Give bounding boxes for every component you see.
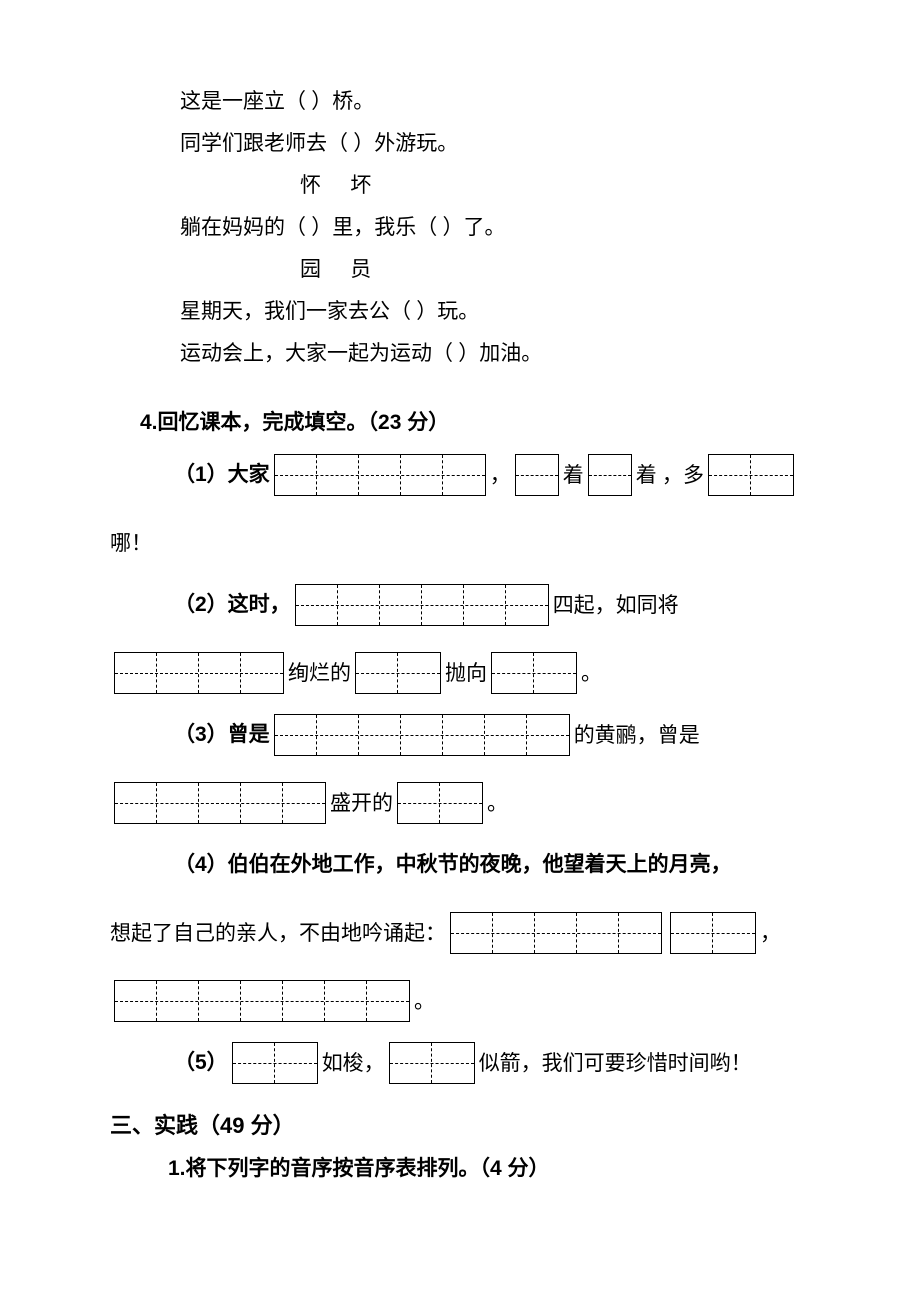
answer-box[interactable] xyxy=(670,912,756,954)
q4-3-b: 的黄鹂，曾 xyxy=(574,714,679,756)
q4-3-c: 是 xyxy=(679,714,700,756)
fill-line-3: 躺在妈妈的（ ）里，我乐（ ）了。 xyxy=(110,206,810,248)
char-pair-1: 怀 坏 xyxy=(110,164,810,206)
q4-1-d: 着 ， xyxy=(636,454,683,496)
q4-2-c: 绚烂的 xyxy=(288,652,351,694)
q4-1-c: 着 xyxy=(563,454,584,496)
q4-4-a: （4）伯伯在外地工作，中秋节的夜晚，他望着天上的月亮， xyxy=(110,844,732,886)
q4-5-d: 惜时间哟！ xyxy=(647,1042,752,1084)
answer-box[interactable] xyxy=(274,454,486,496)
q4-2-e: 。 xyxy=(581,652,602,694)
fill-line-2: 同学们跟老师去（ ）外游玩。 xyxy=(110,122,810,164)
q4-item-4: （4）伯伯在外地工作，中秋节的夜晚，他望着天上的月亮， 想起了自己的亲人，不由地… xyxy=(110,844,810,1022)
answer-box[interactable] xyxy=(355,652,441,694)
answer-box[interactable] xyxy=(491,652,577,694)
fill-line-5: 运动会上，大家一起为运动（ ）加油。 xyxy=(110,332,810,374)
q4-item-3: （3）曾是 的黄鹂，曾 是 盛开的 。 xyxy=(110,714,810,824)
q4-1-b: ， xyxy=(490,454,511,496)
q4-4-d: 。 xyxy=(414,980,435,1022)
q4-4-c: ， xyxy=(760,912,781,954)
answer-box[interactable] xyxy=(708,454,794,496)
q4-3-a: （3）曾是 xyxy=(110,714,270,756)
q4-1-f: 哪！ xyxy=(110,522,152,564)
answer-box[interactable] xyxy=(114,782,326,824)
q4-5-c: 似箭，我们可要珍 xyxy=(479,1042,647,1084)
fill-line-1: 这是一座立（ ）桥。 xyxy=(110,80,810,122)
worksheet-page: 这是一座立（ ）桥。 同学们跟老师去（ ）外游玩。 怀 坏 躺在妈妈的（ ）里，… xyxy=(0,0,920,1230)
q4-title: 4.回忆课本，完成填空。（23 分） xyxy=(110,402,810,444)
fill-line-4: 星期天，我们一家去公（ ）玩。 xyxy=(110,290,810,332)
answer-box[interactable] xyxy=(295,584,549,626)
q4-3-d: 盛开的 xyxy=(330,782,393,824)
section-3-q1: 1.将下列字的音序按音序表排列。（4 分） xyxy=(110,1148,810,1190)
answer-box[interactable] xyxy=(114,980,410,1022)
answer-box[interactable] xyxy=(274,714,570,756)
answer-box[interactable] xyxy=(450,912,662,954)
answer-box[interactable] xyxy=(232,1042,318,1084)
q4-item-1: （1）大家 ， 着 着 ， 多 哪！ xyxy=(110,454,810,564)
answer-box[interactable] xyxy=(389,1042,475,1084)
answer-box[interactable] xyxy=(515,454,559,496)
q4-item-5: （5） 如梭， 似箭，我们可要珍 惜时间哟！ xyxy=(110,1042,810,1084)
q4-5-a: （5） xyxy=(110,1042,228,1084)
char-pair-2: 园 员 xyxy=(110,248,810,290)
q4-2-d: 抛向 xyxy=(445,652,487,694)
answer-box[interactable] xyxy=(114,652,284,694)
section-3-title: 三、实践（49 分） xyxy=(110,1104,810,1148)
q4-item-2: （2）这时， 四起，如同将 绚烂的 抛向 。 xyxy=(110,584,810,694)
q4-1-e: 多 xyxy=(683,454,704,496)
answer-box[interactable] xyxy=(588,454,632,496)
q4-3-e: 。 xyxy=(487,782,508,824)
q4-5-b: 如梭， xyxy=(322,1042,385,1084)
q4-1-a: （1）大家 xyxy=(110,454,270,496)
q4-2-a: （2）这时， xyxy=(110,584,291,626)
answer-box[interactable] xyxy=(397,782,483,824)
q4-4-b: 想起了自己的亲人，不由地吟诵起： xyxy=(110,912,446,954)
q4-2-b: 四起，如同将 xyxy=(553,584,679,626)
